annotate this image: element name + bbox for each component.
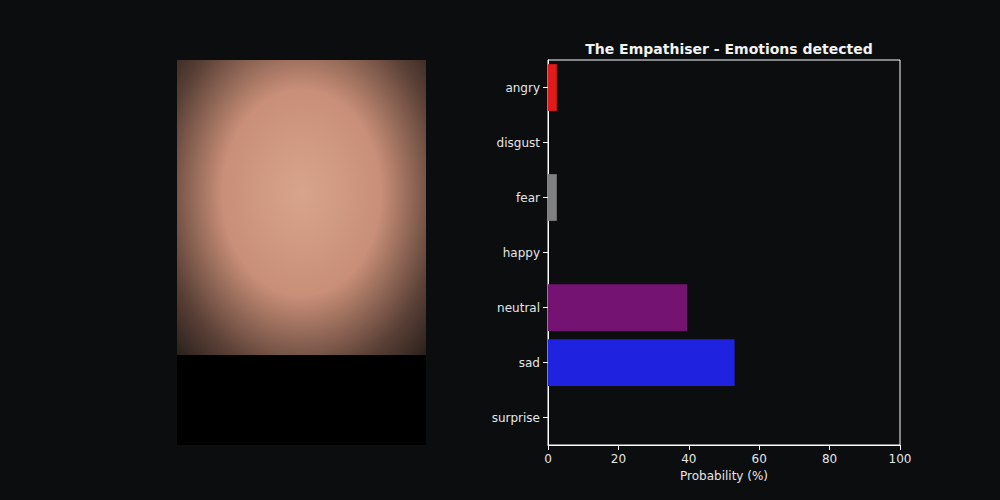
svg-text:40: 40 bbox=[681, 452, 696, 466]
svg-text:sad: sad bbox=[519, 356, 540, 370]
svg-text:20: 20 bbox=[611, 452, 626, 466]
svg-text:happy: happy bbox=[503, 246, 540, 260]
svg-text:60: 60 bbox=[752, 452, 767, 466]
svg-text:0: 0 bbox=[544, 452, 552, 466]
svg-text:80: 80 bbox=[822, 452, 837, 466]
svg-text:disgust: disgust bbox=[497, 136, 541, 150]
svg-text:neutral: neutral bbox=[497, 301, 540, 315]
svg-text:100: 100 bbox=[889, 452, 912, 466]
svg-text:surprise: surprise bbox=[492, 411, 540, 425]
svg-text:fear: fear bbox=[516, 191, 540, 205]
svg-text:angry: angry bbox=[505, 81, 540, 95]
svg-text:Probability (%): Probability (%) bbox=[680, 469, 768, 483]
svg-text:The Empathiser - Emotions dete: The Empathiser - Emotions detected bbox=[585, 41, 873, 57]
